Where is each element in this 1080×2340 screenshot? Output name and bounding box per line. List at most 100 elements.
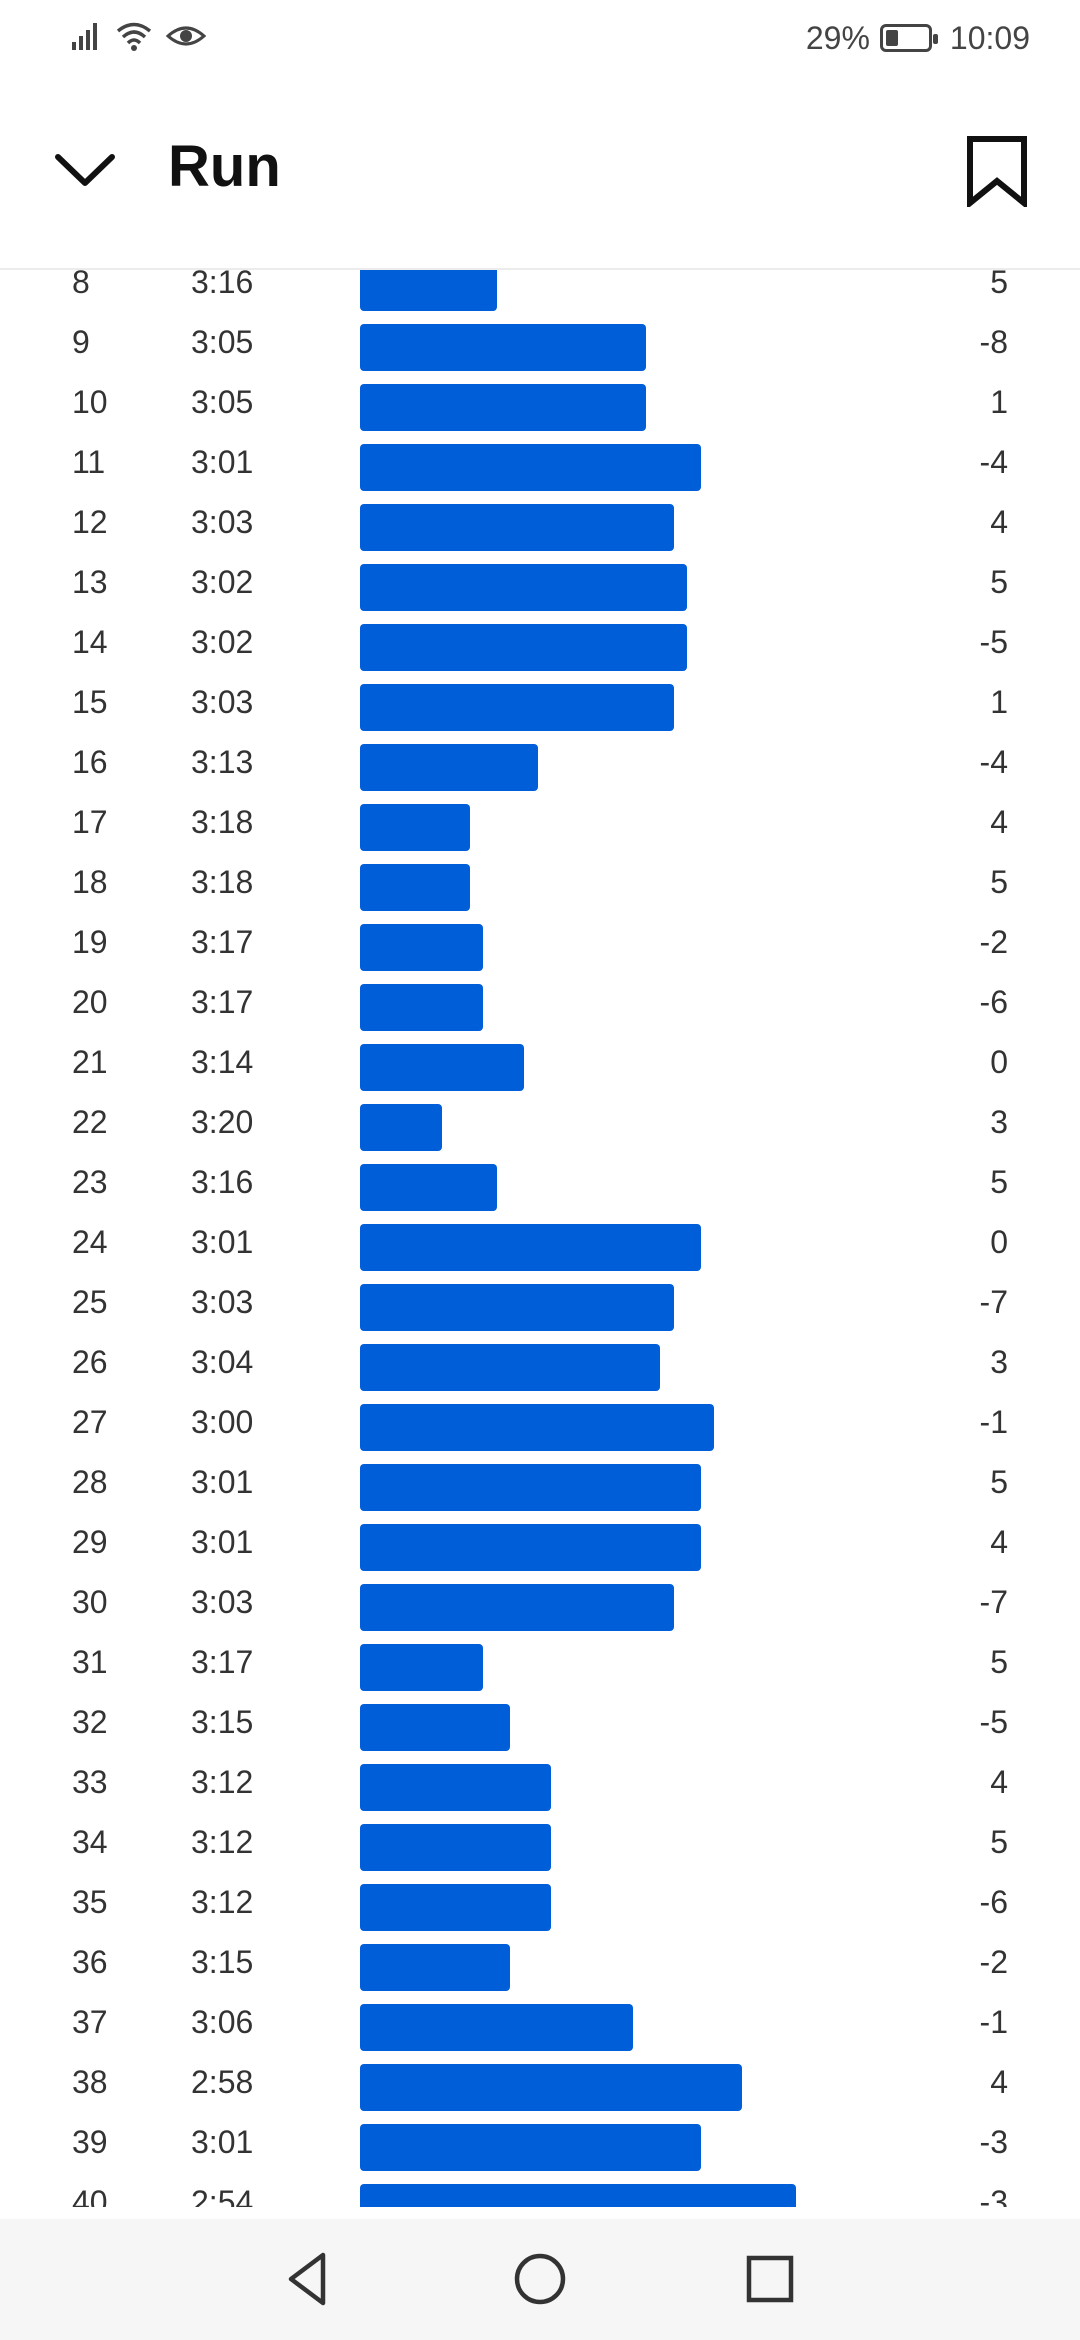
split-elevation: 5 bbox=[990, 1644, 1008, 1680]
split-elevation: 5 bbox=[990, 264, 1008, 300]
split-km: 9 bbox=[72, 324, 90, 360]
split-row: 27 3:00 -1 bbox=[0, 1392, 1080, 1452]
split-row: 8 3:16 5 bbox=[0, 252, 1080, 312]
splits-list[interactable]: 8 3:16 5 9 3:05 -8 10 3:05 1 11 3:01 -4 12 3:03 4 13 3:0… bbox=[0, 252, 1080, 2207]
split-elevation: -5 bbox=[979, 624, 1008, 660]
split-km: 25 bbox=[72, 1284, 108, 1320]
split-km: 16 bbox=[72, 744, 108, 780]
split-row: 11 3:01 -4 bbox=[0, 432, 1080, 492]
split-km: 13 bbox=[72, 564, 108, 600]
split-row: 30 3:03 -7 bbox=[0, 1572, 1080, 1632]
split-km: 26 bbox=[72, 1344, 108, 1380]
split-km: 38 bbox=[72, 2064, 108, 2100]
split-row: 25 3:03 -7 bbox=[0, 1272, 1080, 1332]
home-circle-icon[interactable] bbox=[508, 2247, 572, 2311]
pace-bar bbox=[360, 1824, 551, 1871]
pace-bar bbox=[360, 1344, 660, 1391]
status-icons-right: 29% 10:09 bbox=[806, 18, 1030, 58]
pace-bar bbox=[360, 1404, 714, 1451]
status-icons-left bbox=[70, 18, 207, 58]
split-elevation: 5 bbox=[990, 1824, 1008, 1860]
split-pace: 3:01 bbox=[191, 2124, 254, 2160]
split-row: 19 3:17 -2 bbox=[0, 912, 1080, 972]
split-km: 14 bbox=[72, 624, 108, 660]
split-row: 32 3:15 -5 bbox=[0, 1692, 1080, 1752]
split-pace: 3:17 bbox=[191, 924, 254, 960]
split-elevation: 5 bbox=[990, 1464, 1008, 1500]
pace-bar bbox=[360, 864, 470, 911]
pace-bar bbox=[360, 1704, 510, 1751]
pace-bar bbox=[360, 2064, 742, 2111]
split-pace: 3:17 bbox=[191, 1644, 254, 1680]
split-row: 28 3:01 5 bbox=[0, 1452, 1080, 1512]
split-elevation: 5 bbox=[990, 1164, 1008, 1200]
pace-bar bbox=[360, 1884, 551, 1931]
pace-bar bbox=[360, 1644, 483, 1691]
split-row: 33 3:12 4 bbox=[0, 1752, 1080, 1812]
pace-bar bbox=[360, 444, 701, 491]
split-pace: 3:01 bbox=[191, 1524, 254, 1560]
pace-bar bbox=[360, 1764, 551, 1811]
split-row: 34 3:12 5 bbox=[0, 1812, 1080, 1872]
signal-icon bbox=[70, 20, 102, 57]
split-row: 21 3:14 0 bbox=[0, 1032, 1080, 1092]
split-pace: 2:54 bbox=[191, 2184, 254, 2207]
split-elevation: -6 bbox=[979, 1884, 1008, 1920]
split-pace: 3:03 bbox=[191, 1584, 254, 1620]
split-row: 37 3:06 -1 bbox=[0, 1992, 1080, 2052]
pace-bar bbox=[360, 924, 483, 971]
chevron-down-icon[interactable] bbox=[50, 135, 120, 205]
split-elevation: 0 bbox=[990, 1224, 1008, 1260]
split-row: 17 3:18 4 bbox=[0, 792, 1080, 852]
split-km: 39 bbox=[72, 2124, 108, 2160]
split-row: 10 3:05 1 bbox=[0, 372, 1080, 432]
split-pace: 3:03 bbox=[191, 1284, 254, 1320]
split-km: 37 bbox=[72, 2004, 108, 2040]
pace-bar bbox=[360, 1464, 701, 1511]
back-triangle-icon[interactable] bbox=[277, 2247, 341, 2311]
split-elevation: 5 bbox=[990, 564, 1008, 600]
split-row: 26 3:04 3 bbox=[0, 1332, 1080, 1392]
split-elevation: -2 bbox=[979, 1944, 1008, 1980]
pace-bar bbox=[360, 1584, 674, 1631]
split-elevation: -7 bbox=[979, 1584, 1008, 1620]
split-km: 33 bbox=[72, 1764, 108, 1800]
bookmark-icon[interactable] bbox=[964, 135, 1030, 210]
split-elevation: -8 bbox=[979, 324, 1008, 360]
pace-bar bbox=[360, 1284, 674, 1331]
split-row: 15 3:03 1 bbox=[0, 672, 1080, 732]
split-pace: 2:58 bbox=[191, 2064, 254, 2100]
pace-bar bbox=[360, 1104, 442, 1151]
eye-icon bbox=[165, 20, 207, 57]
split-pace: 3:02 bbox=[191, 624, 254, 660]
split-elevation: 1 bbox=[990, 684, 1008, 720]
pace-bar bbox=[360, 324, 646, 371]
split-km: 24 bbox=[72, 1224, 108, 1260]
split-km: 30 bbox=[72, 1584, 108, 1620]
pace-bar bbox=[360, 564, 687, 611]
split-km: 23 bbox=[72, 1164, 108, 1200]
page-title: Run bbox=[168, 134, 281, 199]
recents-square-icon[interactable] bbox=[738, 2247, 802, 2311]
pace-bar bbox=[360, 1164, 497, 1211]
split-km: 31 bbox=[72, 1644, 108, 1680]
split-row: 40 2:54 -3 bbox=[0, 2172, 1080, 2207]
split-row: 16 3:13 -4 bbox=[0, 732, 1080, 792]
split-km: 28 bbox=[72, 1464, 108, 1500]
split-pace: 3:18 bbox=[191, 864, 254, 900]
split-km: 36 bbox=[72, 1944, 108, 1980]
split-pace: 3:16 bbox=[191, 1164, 254, 1200]
split-pace: 3:18 bbox=[191, 804, 254, 840]
split-elevation: 0 bbox=[990, 1044, 1008, 1080]
split-km: 40 bbox=[72, 2184, 108, 2207]
split-row: 18 3:18 5 bbox=[0, 852, 1080, 912]
pace-bar bbox=[360, 264, 497, 311]
pace-bar bbox=[360, 2184, 796, 2207]
split-pace: 3:12 bbox=[191, 1884, 254, 1920]
split-row: 12 3:03 4 bbox=[0, 492, 1080, 552]
split-elevation: -1 bbox=[979, 2004, 1008, 2040]
split-km: 29 bbox=[72, 1524, 108, 1560]
split-pace: 3:00 bbox=[191, 1404, 254, 1440]
pace-bar bbox=[360, 1224, 701, 1271]
split-km: 10 bbox=[72, 384, 108, 420]
